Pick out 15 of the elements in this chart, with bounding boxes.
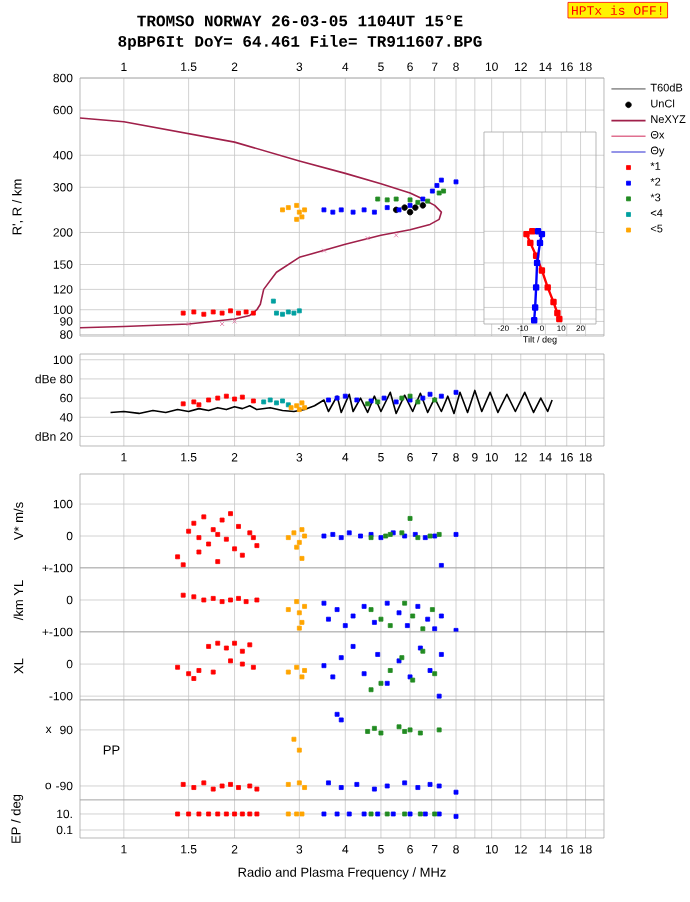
point	[526, 239, 534, 247]
point	[522, 230, 530, 238]
point	[538, 230, 545, 238]
point	[533, 259, 540, 267]
point	[530, 317, 537, 324]
chart-title: TROMSO NORWAY 26-03-05 1104UT 15°E	[136, 15, 463, 27]
point	[536, 239, 543, 247]
point	[553, 309, 561, 317]
point	[549, 298, 557, 306]
point	[531, 304, 538, 311]
chart-subtitle: 8pBP6It DoY= 64.461 File= TR911607.BPG	[118, 35, 482, 50]
point	[528, 228, 536, 235]
point	[538, 267, 545, 274]
point	[534, 228, 541, 235]
point	[532, 284, 539, 291]
